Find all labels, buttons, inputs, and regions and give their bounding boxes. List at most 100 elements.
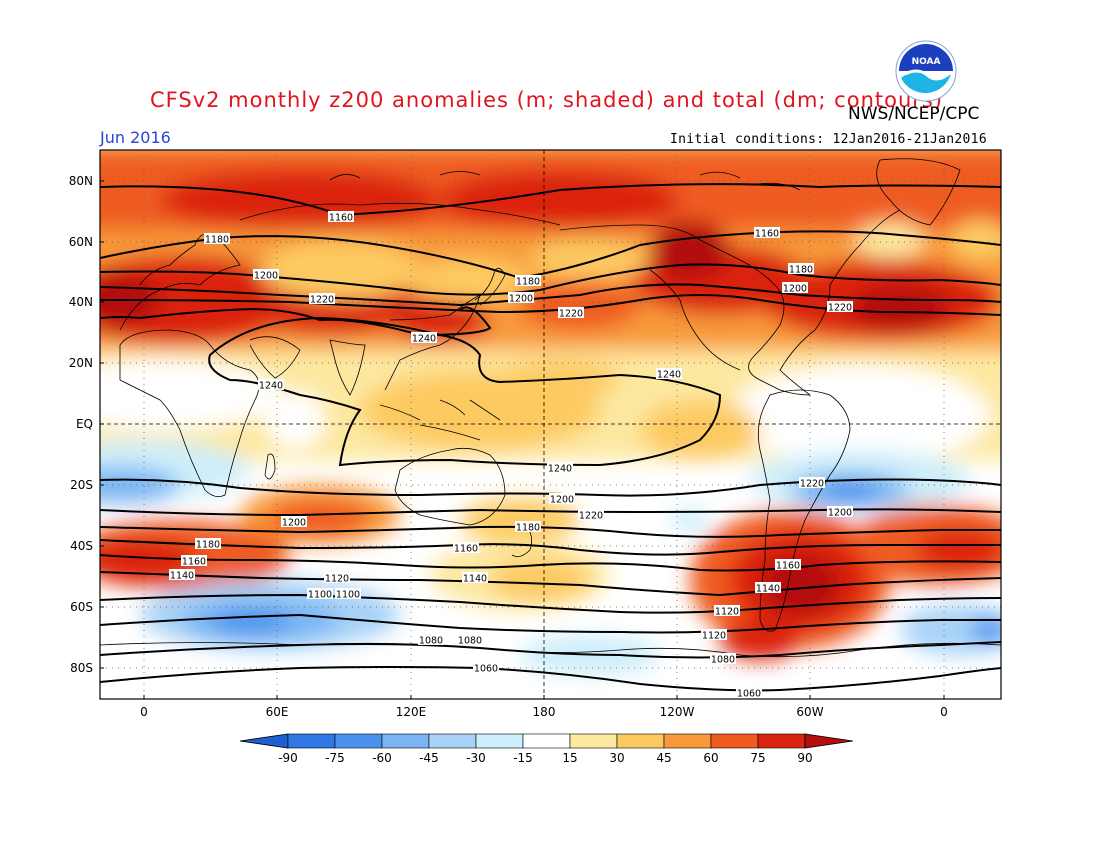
anomaly-shading	[100, 150, 1001, 699]
contour-label: 1220	[578, 509, 604, 522]
colorbar-segment	[522, 733, 571, 749]
colorbar-arrow-left	[239, 733, 289, 749]
lat-tick-label: 20N	[69, 356, 93, 370]
lat-tick-label: EQ	[76, 417, 93, 431]
colorbar: -90 -75 -60 -45 -30 -15 15 30 45 60 75 90	[239, 733, 854, 765]
contour-label: 1100	[335, 588, 361, 601]
forecast-month: Jun 2016	[100, 128, 171, 147]
svg-text:1180: 1180	[196, 540, 220, 551]
svg-text:1140: 1140	[463, 574, 487, 585]
contour-label: 1080	[418, 634, 444, 647]
svg-text:1100: 1100	[308, 590, 332, 601]
colorbar-segment	[475, 733, 524, 749]
svg-text:1240: 1240	[259, 381, 283, 392]
height-contours	[100, 183, 1001, 692]
contour-label: 1180	[204, 233, 230, 246]
lat-tick-label: 60S	[70, 600, 93, 614]
contour-label: 1220	[827, 301, 853, 314]
colorbar-label: 45	[656, 751, 671, 765]
svg-text:1180: 1180	[205, 235, 229, 246]
contour-label: 1180	[515, 275, 541, 288]
colorbar-label: 90	[797, 751, 812, 765]
colorbar-label: 75	[750, 751, 765, 765]
colorbar-segment	[334, 733, 383, 749]
lat-tick-label: 20S	[70, 478, 93, 492]
contour-label: 1160	[328, 211, 354, 224]
colorbar-label: -60	[372, 751, 392, 765]
coastlines	[100, 158, 1001, 658]
colorbar-segment	[381, 733, 430, 749]
lon-tick-label: 60W	[796, 705, 823, 719]
contour-label: 1240	[411, 332, 437, 345]
contour-label: 1200	[782, 282, 808, 295]
contour-label: 1120	[714, 605, 740, 618]
contour-label-group: 1160 1180 1200 1220 1240 1240 1180 1200 1220 1240…	[169, 211, 853, 700]
contour-label: 1080	[710, 653, 736, 666]
lat-tick-label: 80N	[69, 174, 93, 188]
svg-text:1240: 1240	[548, 464, 572, 475]
colorbar-segment	[616, 733, 665, 749]
colorbar-label: 60	[703, 751, 718, 765]
svg-text:1160: 1160	[182, 557, 206, 568]
svg-text:1240: 1240	[412, 334, 436, 345]
svg-text:1160: 1160	[329, 213, 353, 224]
lon-tick-label: 0	[140, 705, 148, 719]
contour-label: 1080	[457, 634, 483, 647]
latitude-axis: 80N 60N 40N 20N EQ 20S 40S 60S 80S	[69, 174, 104, 675]
contour-label: 1160	[754, 227, 780, 240]
svg-text:1200: 1200	[282, 518, 306, 529]
svg-text:1220: 1220	[800, 479, 824, 490]
colorbar-label: -75	[325, 751, 345, 765]
lat-tick-label: 80S	[70, 661, 93, 675]
svg-text:1240: 1240	[657, 370, 681, 381]
contour-label: 1140	[755, 582, 781, 595]
colorbar-label: -15	[513, 751, 533, 765]
svg-text:1180: 1180	[516, 523, 540, 534]
svg-text:1120: 1120	[325, 574, 349, 585]
svg-text:1060: 1060	[474, 664, 498, 675]
contour-label: 1200	[827, 506, 853, 519]
svg-text:1080: 1080	[458, 636, 482, 647]
svg-text:1100: 1100	[336, 590, 360, 601]
svg-text:1200: 1200	[550, 495, 574, 506]
colorbar-segment	[757, 733, 806, 749]
lon-tick-label: 60E	[266, 705, 289, 719]
colorbar-arrow-right	[804, 733, 854, 749]
svg-text:1200: 1200	[828, 508, 852, 519]
contour-label: 1200	[281, 516, 307, 529]
colorbar-segment	[287, 733, 336, 749]
svg-text:1160: 1160	[454, 544, 478, 555]
contour-label: 1220	[799, 477, 825, 490]
contour-label: 1220	[309, 293, 335, 306]
svg-text:1220: 1220	[310, 295, 334, 306]
colorbar-segment	[710, 733, 759, 749]
agency-label: NWS/NCEP/CPC	[848, 104, 980, 124]
svg-text:1200: 1200	[783, 284, 807, 295]
colorbar-segment	[569, 733, 618, 749]
colorbar-label: 15	[562, 751, 577, 765]
contour-label: 1180	[788, 263, 814, 276]
svg-text:1160: 1160	[755, 229, 779, 240]
svg-text:1220: 1220	[579, 511, 603, 522]
contour-label: 1060	[736, 687, 762, 700]
svg-text:1180: 1180	[789, 265, 813, 276]
svg-text:1120: 1120	[702, 631, 726, 642]
contour-label: 1220	[558, 307, 584, 320]
contour-label: 1180	[195, 538, 221, 551]
svg-text:1180: 1180	[516, 277, 540, 288]
contour-label: 1120	[324, 572, 350, 585]
colorbar-label: 30	[609, 751, 624, 765]
svg-text:1080: 1080	[419, 636, 443, 647]
longitude-axis: 0 60E 120E 180 120W 60W 0	[140, 695, 948, 719]
contour-label: 1120	[701, 629, 727, 642]
svg-text:1200: 1200	[254, 271, 278, 282]
noaa-logo-icon: NOAA	[895, 40, 957, 102]
lat-tick-label: 40N	[69, 295, 93, 309]
noaa-logo-text: NOAA	[912, 57, 941, 67]
svg-text:1080: 1080	[711, 655, 735, 666]
lon-tick-label: 120E	[396, 705, 427, 719]
svg-text:1220: 1220	[559, 309, 583, 320]
svg-text:1120: 1120	[715, 607, 739, 618]
lon-tick-label: 180	[533, 705, 556, 719]
chart-title: CFSv2 monthly z200 anomalies (m; shaded)…	[150, 88, 944, 112]
